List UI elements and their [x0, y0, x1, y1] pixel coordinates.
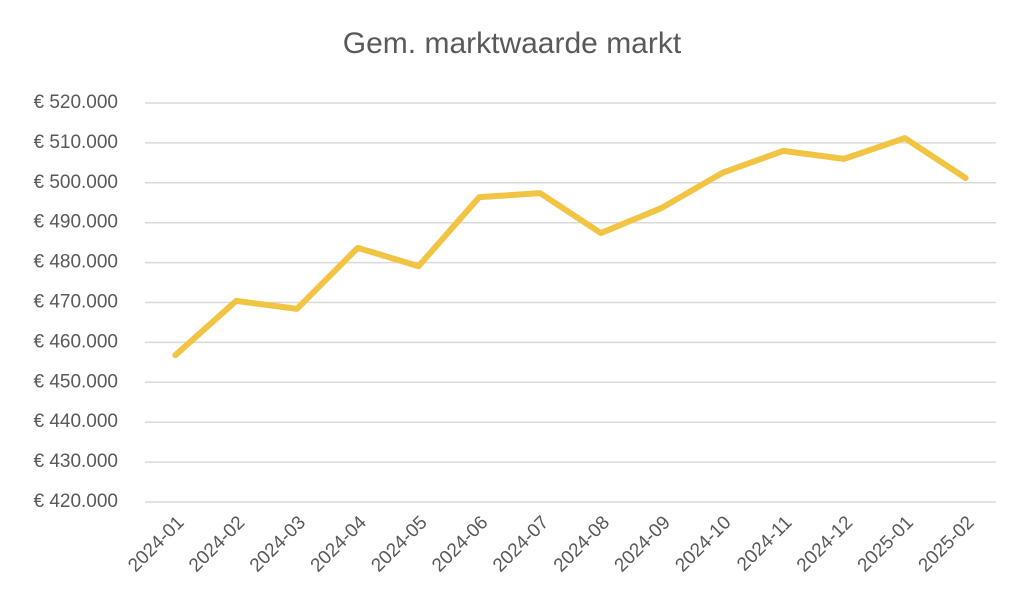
y-tick-label: € 440.000	[33, 411, 118, 432]
x-tick-label: 2024-05	[367, 512, 431, 576]
x-tick-label: 2024-09	[611, 512, 675, 576]
y-tick-label: € 420.000	[33, 491, 118, 512]
y-tick-label: € 520.000	[33, 92, 118, 113]
y-tick-label: € 500.000	[33, 172, 118, 193]
x-tick-label: 2024-04	[307, 512, 371, 576]
y-tick-label: € 460.000	[33, 331, 118, 352]
y-tick-label: € 490.000	[33, 212, 118, 233]
x-tick-label: 2025-01	[854, 512, 918, 576]
y-tick-label: € 480.000	[33, 252, 118, 273]
x-tick-label: 2024-01	[124, 512, 188, 576]
line	[172, 135, 969, 359]
x-tick-label: 2025-02	[915, 512, 979, 576]
x-tick-label: 2024-06	[428, 512, 492, 576]
x-tick-label: 2024-10	[671, 512, 735, 576]
y-tick-label: € 450.000	[33, 371, 118, 392]
y-tick-label: € 510.000	[33, 132, 118, 153]
y-tick-label: € 430.000	[33, 451, 118, 472]
x-tick-label: 2024-07	[489, 512, 553, 576]
chart-title: Gem. marktwaarde markt	[343, 27, 682, 60]
x-tick-label: 2024-03	[246, 512, 310, 576]
x-tick-label: 2024-02	[185, 512, 249, 576]
x-tick-label: 2024-11	[733, 512, 796, 575]
x-tick-label: 2024-12	[793, 512, 857, 576]
y-tick-label: € 470.000	[33, 292, 118, 313]
x-tick-label: 2024-08	[550, 512, 614, 576]
